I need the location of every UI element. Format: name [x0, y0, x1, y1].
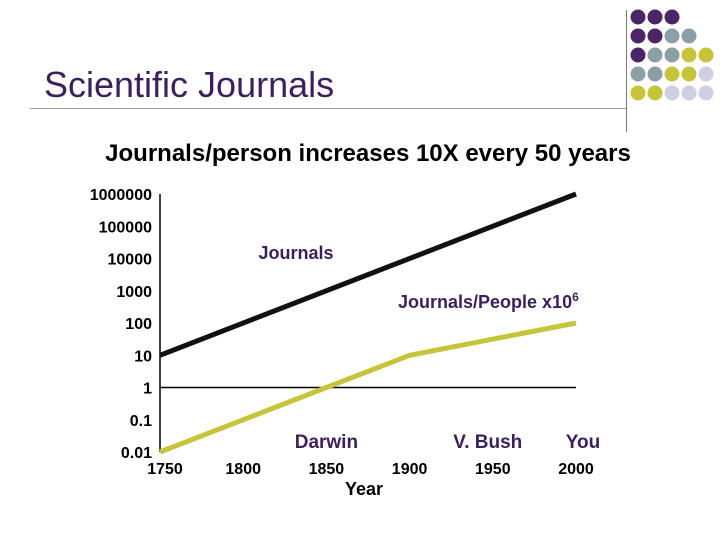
series-line-journals-per-people [159, 320, 577, 455]
decor-dot [647, 47, 663, 63]
decor-dot [647, 85, 663, 101]
annotation-label: You [566, 432, 600, 453]
series-label-journals-per-people-text: Journals/People x10 [398, 292, 572, 312]
decor-dot [630, 9, 646, 25]
x-tick-label: 1900 [392, 461, 428, 478]
x-tick-label: 1850 [309, 461, 345, 478]
decor-dot [630, 85, 646, 101]
vertical-divider [626, 10, 627, 132]
y-tick-label: 1000 [116, 284, 152, 301]
series-label-superscript: 6 [572, 290, 579, 304]
decor-dot [698, 66, 714, 82]
decor-dot [647, 66, 663, 82]
decor-dot [681, 66, 697, 82]
decor-dot [681, 47, 697, 63]
x-tick-label: 1800 [225, 461, 261, 478]
chart-title: Journals/person increases 10X every 50 y… [105, 140, 631, 167]
y-tick-label: 0.1 [130, 413, 152, 430]
y-tick-label: 1000000 [90, 187, 152, 204]
x-tick-label: 1950 [475, 461, 511, 478]
decor-dot [630, 47, 646, 63]
decor-dot [647, 28, 663, 44]
decor-dot [698, 47, 714, 63]
y-tick-label: 10 [134, 348, 152, 365]
annotation-label: V. Bush [453, 432, 522, 453]
x-tick-label: 1750 [147, 461, 183, 478]
decor-dot [630, 28, 646, 44]
slide-title: Scientific Journals [44, 64, 335, 105]
series-label-journals-per-people: Journals/People x106 [398, 290, 579, 312]
series-label-journals: Journals [258, 243, 333, 263]
series-line-journals [159, 191, 577, 358]
decorative-dot-grid [630, 9, 714, 101]
y-tick-label: 10000 [108, 252, 153, 269]
decor-dot [664, 66, 680, 82]
y-tick-label: 100 [125, 316, 152, 333]
y-tick-label: 1 [143, 381, 152, 398]
y-tick-label: 100000 [99, 219, 152, 236]
decor-dot [630, 66, 646, 82]
y-tick-label: 0.01 [121, 445, 152, 462]
decor-dot [664, 47, 680, 63]
title-divider [30, 108, 626, 109]
decor-dot [664, 9, 680, 25]
annotation-label: Darwin [295, 432, 358, 453]
decor-dot [647, 9, 663, 25]
x-tick-label: 2000 [558, 461, 594, 478]
x-axis-label: Year [345, 479, 383, 499]
decor-dot [664, 85, 680, 101]
decor-dot [698, 85, 714, 101]
decor-dot [664, 28, 680, 44]
decor-dot [681, 28, 697, 44]
decor-dot [681, 85, 697, 101]
